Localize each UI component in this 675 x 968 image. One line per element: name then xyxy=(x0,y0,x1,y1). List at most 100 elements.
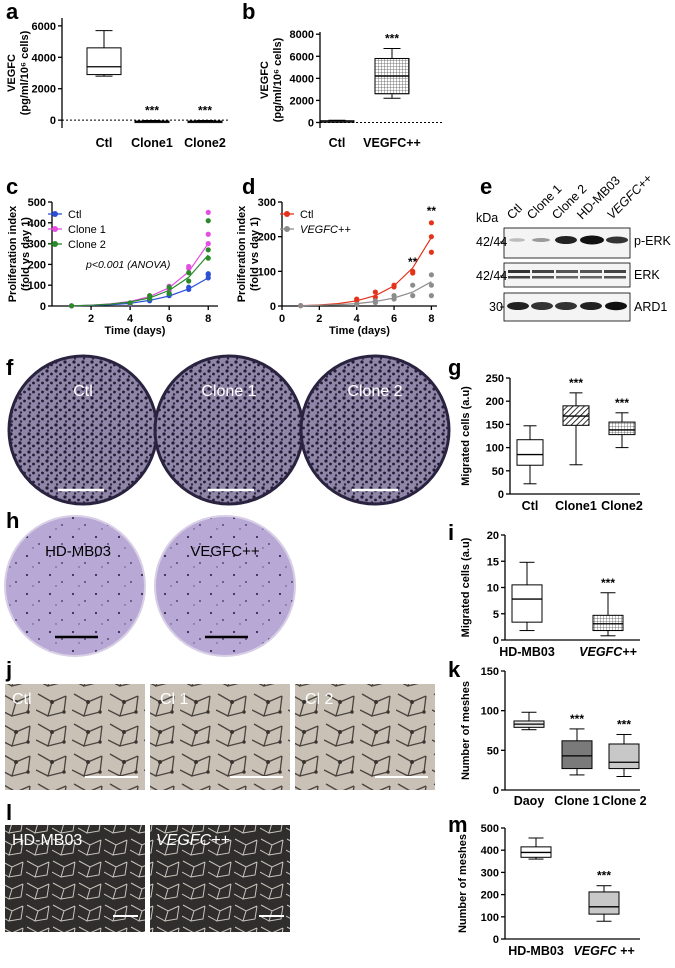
blot-band xyxy=(580,235,604,245)
significance-marker: *** xyxy=(145,103,159,117)
data-point xyxy=(410,282,416,288)
y-axis-label: (pg/ml/10⁶ cells) xyxy=(272,37,284,122)
significance-marker: *** xyxy=(597,869,611,883)
data-point xyxy=(391,282,397,288)
panel-f-images: Ctl Clone 1 Clone 2 xyxy=(7,354,451,506)
y-tick-label: 500 xyxy=(481,823,499,835)
y-tick-label: 50 xyxy=(492,466,504,478)
panel-letter-e: e xyxy=(480,174,492,199)
tube-formation-image xyxy=(5,825,145,932)
panel-letter-f: f xyxy=(6,355,14,380)
legend-label: Ctl xyxy=(300,209,313,221)
y-tick-label: 100 xyxy=(28,280,46,292)
transwell-image xyxy=(4,515,146,657)
data-point xyxy=(391,293,397,299)
panel-h-images: HD-MB03 VEGFC++ xyxy=(4,515,296,657)
box xyxy=(516,439,544,466)
y-axis-label: (fold vs day 1) xyxy=(20,217,32,291)
data-point xyxy=(166,290,172,297)
x-tick-label: 4 xyxy=(354,313,361,325)
panel-l-images: HD-MB03 VEGFC++ xyxy=(5,825,290,932)
y-tick-label: 150 xyxy=(486,419,504,431)
y-tick-label: 400 xyxy=(28,218,46,230)
data-point xyxy=(205,255,211,261)
legend-marker xyxy=(52,211,58,217)
data-point xyxy=(372,289,378,295)
y-tick-label: 100 xyxy=(486,443,504,455)
y-tick-label: 10 xyxy=(487,583,499,595)
significance-marker: *** xyxy=(570,712,584,726)
data-point xyxy=(428,234,434,240)
mw-label: 30 xyxy=(489,300,503,314)
image-label: HD-MB03 xyxy=(12,832,82,849)
anova-annotation: p<0.001 (ANOVA) xyxy=(85,259,170,271)
data-point xyxy=(186,270,192,276)
y-axis-label: (pg/ml/10⁶ cells) xyxy=(19,30,31,115)
panel-letter-b: b xyxy=(242,0,255,24)
blot-band xyxy=(509,238,525,242)
tube-formation-image xyxy=(5,684,145,790)
image-label: HD-MB03 xyxy=(45,543,111,560)
category-label: Clone 2 xyxy=(601,794,646,808)
image-label: Clone 1 xyxy=(201,383,256,400)
y-tick-label: 8000 xyxy=(290,29,314,41)
category-label: Clone2 xyxy=(184,136,226,150)
image-label: Cl 1 xyxy=(160,691,189,708)
data-point xyxy=(298,303,304,309)
data-point xyxy=(205,247,211,253)
blot-band xyxy=(606,236,628,244)
x-axis-label: Time (days) xyxy=(329,325,390,337)
panel-letter-g: g xyxy=(448,355,461,380)
legend-label: Clone 2 xyxy=(68,239,106,251)
y-tick-label: 0 xyxy=(270,301,276,313)
category-label: Clone1 xyxy=(555,499,597,513)
data-point xyxy=(186,263,192,270)
data-point xyxy=(205,241,211,247)
x-tick-label: 2 xyxy=(88,313,94,325)
significance-marker: *** xyxy=(569,376,583,390)
chart-m: 0 100 200 300 400 500 Number of meshes HD-MB03 *… xyxy=(457,823,640,958)
data-point xyxy=(205,218,211,224)
y-tick-label: 250 xyxy=(486,373,504,385)
y-tick-label: 0 xyxy=(493,934,499,946)
box xyxy=(608,743,640,770)
image-label: Clone 2 xyxy=(347,383,402,400)
y-axis-label: (fold vs day 1) xyxy=(249,217,261,291)
y-tick-label: 0 xyxy=(493,785,499,797)
y-tick-label: 5 xyxy=(493,609,499,621)
data-point xyxy=(68,303,75,309)
category-label: VEGFC ++ xyxy=(573,944,635,958)
x-tick-label: 6 xyxy=(166,313,172,325)
y-tick-label: 200 xyxy=(486,396,504,408)
chart-i: 0 5 10 15 20 Migrated cells (a.u) HD-MB03 *** VE… xyxy=(460,530,640,659)
y-tick-label: 2000 xyxy=(290,95,314,107)
legend-label: Clone 1 xyxy=(68,224,106,236)
x-tick-label: 0 xyxy=(279,313,285,325)
data-point xyxy=(428,282,434,288)
y-tick-label: 100 xyxy=(481,912,499,924)
panel-letter-l: l xyxy=(6,800,12,825)
image-label: Ctl xyxy=(12,691,32,708)
y-tick-label: 6000 xyxy=(32,21,56,33)
mw-label: 42/44 xyxy=(476,235,507,249)
y-axis-label: VEGFC xyxy=(259,61,271,99)
image-label: Ctl xyxy=(73,383,93,400)
y-tick-label: 200 xyxy=(258,232,276,244)
legend-marker xyxy=(284,211,290,217)
mw-label: 42/44 xyxy=(476,269,507,283)
chart-b: 0 2000 4000 6000 8000 VEGFC (pg/ml/10⁶ cells) C… xyxy=(259,29,442,150)
y-tick-label: 500 xyxy=(28,197,46,209)
data-point xyxy=(354,296,360,302)
panel-letter-i: i xyxy=(448,520,454,545)
y-axis-label: VEGFC xyxy=(6,54,18,92)
chart-g: 0 50 100 150 200 250 Migrated cells (a.u) Ctl **… xyxy=(460,373,643,513)
significance-marker: *** xyxy=(615,396,629,410)
y-tick-label: 200 xyxy=(481,890,499,902)
blot-band xyxy=(532,238,550,242)
y-tick-label: 0 xyxy=(498,489,504,501)
category-label: Ctl xyxy=(329,136,346,150)
panel-j-images: Ctl Cl 1 Cl 2 xyxy=(5,684,435,790)
legend-label: Ctl xyxy=(68,209,81,221)
lane-label: Ctl xyxy=(504,201,525,222)
